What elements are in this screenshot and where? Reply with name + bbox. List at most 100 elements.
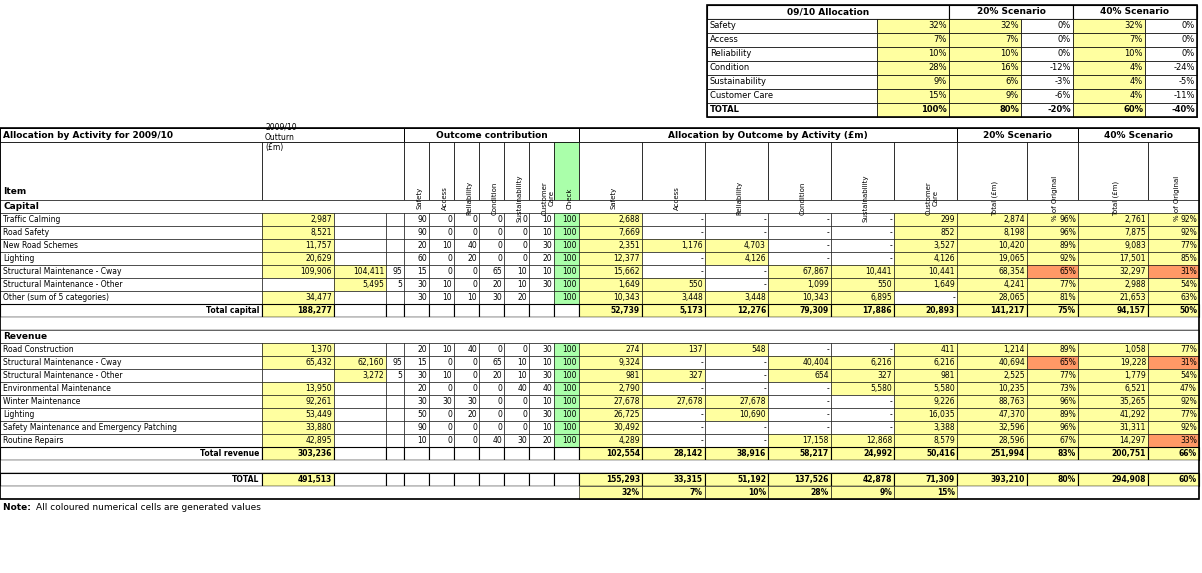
Bar [429, 142, 454, 200]
Text: 11,757: 11,757 [305, 241, 332, 250]
Bar [1148, 265, 1200, 278]
Text: Structural Maintenance - Other: Structural Maintenance - Other [2, 280, 123, 289]
Bar [429, 447, 454, 460]
Text: -: - [889, 215, 892, 224]
Text: 65,432: 65,432 [305, 358, 332, 367]
Text: 30: 30 [417, 293, 427, 302]
Text: -: - [826, 228, 829, 237]
Text: 94,157: 94,157 [1117, 306, 1146, 315]
Bar [950, 89, 1020, 103]
Text: 80%: 80% [1058, 475, 1076, 484]
Bar [454, 421, 480, 434]
Bar [262, 343, 334, 356]
Bar [529, 343, 554, 356]
Text: 24,992: 24,992 [863, 449, 892, 458]
Bar [554, 278, 579, 291]
Bar [768, 252, 831, 265]
Text: 92%: 92% [1180, 228, 1197, 237]
Bar [768, 239, 831, 252]
Text: 4,289: 4,289 [618, 436, 639, 445]
Bar [1027, 226, 1078, 239]
Text: -: - [952, 293, 956, 302]
Text: 92,261: 92,261 [305, 397, 332, 406]
Bar [706, 265, 768, 278]
Text: Check: Check [566, 187, 572, 209]
Bar [1148, 239, 1200, 252]
Bar [529, 421, 554, 434]
Bar [334, 421, 386, 434]
Bar [386, 434, 404, 447]
Bar [1078, 226, 1148, 239]
Text: 10: 10 [442, 371, 452, 380]
Text: 16%: 16% [1000, 64, 1019, 73]
Text: 42,878: 42,878 [863, 475, 892, 484]
Bar [831, 486, 894, 499]
Bar [706, 343, 768, 356]
Bar [429, 356, 454, 369]
Bar [950, 19, 1020, 33]
Bar [386, 291, 404, 304]
Bar [334, 304, 386, 317]
Bar [768, 382, 831, 395]
Text: 0: 0 [522, 345, 526, 354]
Text: 0: 0 [472, 358, 477, 367]
Text: 28,142: 28,142 [674, 449, 703, 458]
Text: 0: 0 [447, 384, 452, 393]
Text: Total revenue: Total revenue [200, 449, 258, 458]
Bar [877, 47, 950, 61]
Text: 40: 40 [517, 384, 526, 393]
Text: 2,988: 2,988 [1125, 280, 1146, 289]
Bar [404, 434, 429, 447]
Text: 100: 100 [563, 267, 577, 276]
Bar [707, 61, 877, 75]
Bar [579, 408, 642, 421]
Text: 52,739: 52,739 [611, 306, 639, 315]
Bar [404, 252, 429, 265]
Text: 0: 0 [522, 241, 526, 250]
Text: 62,160: 62,160 [357, 358, 383, 367]
Bar [957, 291, 1027, 304]
Text: -20%: -20% [1047, 105, 1071, 115]
Text: 3,448: 3,448 [744, 293, 766, 302]
Text: Customer
Care: Customer Care [926, 181, 939, 215]
Text: 0: 0 [522, 228, 526, 237]
Text: 0: 0 [498, 254, 502, 263]
Bar [706, 408, 768, 421]
Text: 100: 100 [563, 215, 577, 224]
Bar [262, 252, 334, 265]
Bar [957, 473, 1027, 486]
Text: 73%: 73% [1059, 384, 1076, 393]
Text: 393,210: 393,210 [990, 475, 1025, 484]
Bar [894, 434, 957, 447]
Text: 9,083: 9,083 [1124, 241, 1146, 250]
Bar [1146, 33, 1197, 47]
Bar [1027, 291, 1078, 304]
Bar [334, 239, 386, 252]
Text: 67,867: 67,867 [803, 267, 829, 276]
Text: 40: 40 [468, 241, 477, 250]
Bar [706, 421, 768, 434]
Text: -: - [763, 267, 766, 276]
Text: Road Safety: Road Safety [2, 228, 49, 237]
Bar [1027, 408, 1078, 421]
Text: 33,315: 33,315 [674, 475, 703, 484]
Text: 548: 548 [751, 345, 766, 354]
Bar [707, 19, 877, 33]
Text: 0: 0 [498, 228, 502, 237]
Text: Structural Maintenance - Cway: Structural Maintenance - Cway [2, 358, 121, 367]
Text: 42,895: 42,895 [305, 436, 332, 445]
Bar [768, 369, 831, 382]
Text: 100: 100 [563, 345, 577, 354]
Text: 0: 0 [472, 436, 477, 445]
Text: 10: 10 [468, 293, 477, 302]
Text: 80%: 80% [999, 105, 1019, 115]
Bar [579, 278, 642, 291]
Bar [1027, 213, 1078, 226]
Bar [504, 421, 529, 434]
Bar [1078, 473, 1148, 486]
Bar [529, 278, 554, 291]
Bar [0, 395, 262, 408]
Bar [504, 434, 529, 447]
Text: 60%: 60% [1179, 475, 1197, 484]
Text: Safety: Safety [710, 22, 737, 30]
